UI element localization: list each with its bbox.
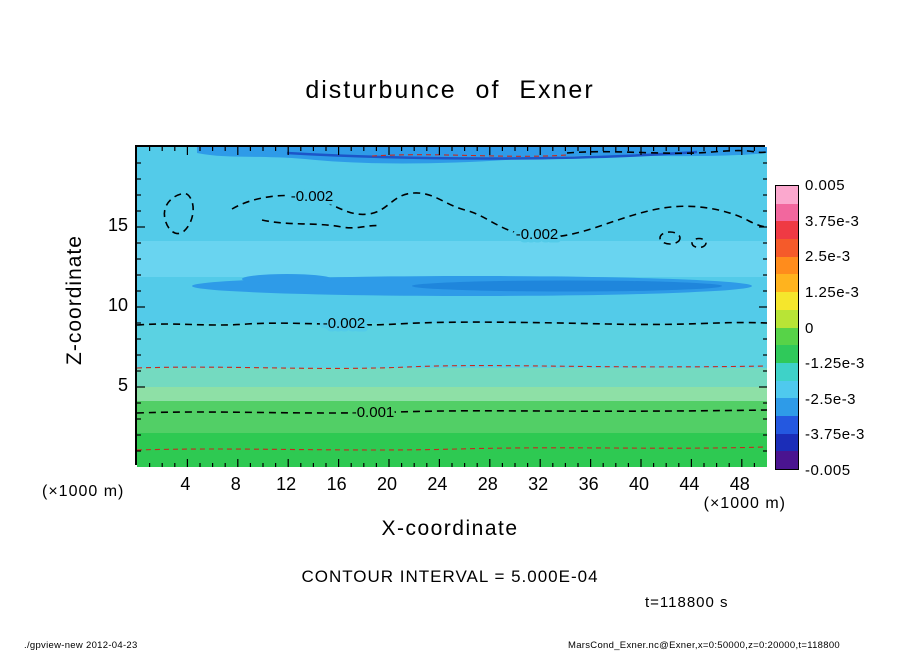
- colorbar-label: 0.005: [805, 177, 846, 194]
- x-tick-label: 24: [427, 474, 448, 494]
- x-tick-label: 20: [376, 474, 398, 494]
- chart-title: disturbunce of Exner: [305, 76, 595, 104]
- contour-closed-cell: [691, 237, 707, 249]
- colorbar-label: -1.25e-3: [805, 355, 865, 373]
- colorbar-segment: [776, 380, 798, 399]
- field-band: [137, 323, 767, 368]
- x-tick-label: 36: [578, 474, 599, 494]
- contour-line: [231, 192, 767, 239]
- field-blob-core: [412, 280, 722, 292]
- colorbar-segment: [776, 221, 798, 240]
- colorbar-label: 1.25e-3: [805, 283, 860, 301]
- colorbar-label: -3.75e-3: [805, 426, 865, 444]
- x-tick-label: 32: [528, 474, 549, 494]
- colorbar-segment: [776, 345, 798, 363]
- colorbar-labels: 0.005 3.75e-3 2.5e-3 1.25e-3 0 -1.25e-3 -2.5e-…: [805, 177, 889, 479]
- field-blob: [242, 274, 332, 284]
- plot-area: -0.002 -0.002 -0.002 -0.001: [135, 145, 767, 467]
- axis-ticks: [137, 147, 767, 467]
- footer-command: ./gpview-new 2012-04-23: [24, 640, 138, 651]
- x-tick-label: 12: [276, 474, 297, 494]
- colorbar-segment: [776, 256, 798, 275]
- colorbar-segment: [776, 362, 798, 381]
- colorbar-segment: [776, 398, 798, 416]
- x-tick-label: 16: [326, 474, 347, 494]
- x-tick-labels: 4 8 12 16 20 24 28 32 36 40 44 48: [135, 474, 765, 496]
- footer-source: MarsCond_Exner.nc@Exner,x=0:50000,z=0:20…: [568, 640, 840, 651]
- colorbar-segment: [776, 239, 798, 257]
- sub-contour-line: [137, 365, 767, 369]
- contour-field: -0.002 -0.002 -0.002 -0.001: [137, 147, 767, 467]
- field-band: [137, 368, 767, 387]
- colorbar-label: 2.5e-3: [805, 248, 851, 266]
- x-tick-label: 48: [729, 474, 750, 494]
- x-tick-label: 40: [628, 474, 650, 494]
- y-tick-label: 10: [107, 295, 128, 315]
- x-tick-label: 28: [477, 474, 498, 494]
- contour-closed-cell: [659, 231, 681, 245]
- colorbar: [775, 185, 799, 470]
- y-tick-label: 15: [107, 215, 128, 235]
- field-band: [137, 241, 767, 277]
- colorbar-label: 3.75e-3: [805, 212, 860, 230]
- contour-interval-text: CONTOUR INTERVAL = 5.000E-04: [301, 567, 599, 586]
- colorbar-label: -2.5e-3: [805, 390, 857, 408]
- contour-label: -0.002: [516, 226, 559, 243]
- y-axis-label: Z-coordinate: [63, 235, 86, 365]
- contour-label: -0.001: [352, 404, 395, 421]
- colorbar-segment: [776, 292, 798, 310]
- contour-line: [566, 149, 767, 155]
- sub-contour-line: [137, 446, 767, 451]
- colorbar-segment: [776, 451, 798, 469]
- field-band: [137, 401, 767, 433]
- colorbar-segment: [776, 203, 798, 222]
- colorbar-segment: [776, 415, 798, 434]
- x-tick-label: 44: [679, 474, 700, 494]
- contour-closed-cell: [163, 192, 194, 235]
- y-axis-unit: (×1000 m): [42, 483, 125, 500]
- x-axis-label: X-coordinate: [381, 517, 519, 540]
- colorbar-label: 0: [805, 319, 814, 337]
- colorbar-segment: [776, 186, 798, 204]
- x-tick-label: 8: [230, 474, 241, 494]
- x-axis-unit: (×1000 m): [703, 495, 786, 512]
- field-top-streak: [286, 150, 698, 160]
- x-tick-label: 4: [180, 474, 191, 494]
- sub-contour-line: [371, 154, 568, 157]
- field-band: [137, 387, 767, 401]
- colorbar-segment: [776, 327, 798, 346]
- contour-label: -0.002: [323, 315, 366, 332]
- contour-line: [137, 409, 767, 414]
- colorbar-label: -0.005: [805, 462, 851, 479]
- y-tick-label: 5: [117, 375, 128, 395]
- field-band: [137, 433, 767, 467]
- colorbar-segment: [776, 433, 798, 452]
- contour-line: [137, 321, 767, 326]
- time-annotation: t=118800 s: [645, 594, 729, 611]
- colorbar-segment: [776, 309, 798, 328]
- colorbar-segment: [776, 274, 798, 293]
- contour-label: -0.002: [291, 188, 334, 205]
